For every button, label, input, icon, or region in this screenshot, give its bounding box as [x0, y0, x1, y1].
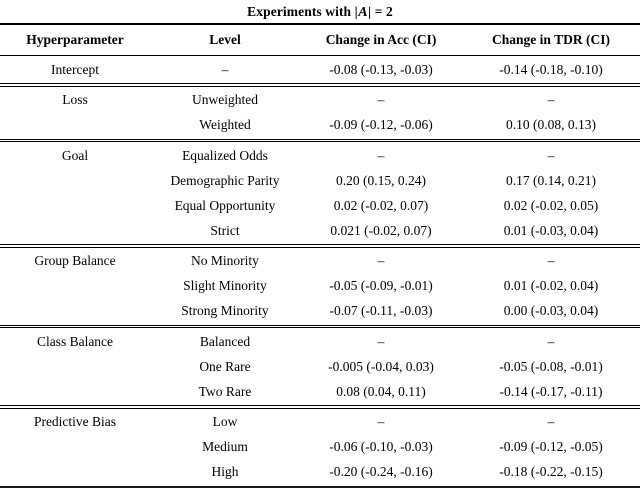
- column-header-hyperparameter: Hyperparameter: [26, 32, 124, 47]
- header-rule: [0, 55, 640, 56]
- section-intercept: Intercept – -0.08 (-0.13, -0.03) -0.14 (-0.…: [0, 56, 640, 83]
- cell-acc: –: [377, 147, 385, 163]
- script-a-symbol: A: [358, 5, 368, 20]
- cell-tdr: -0.14 (-0.17, -0.11): [499, 383, 603, 399]
- cardinality-bar-open: |: [354, 4, 358, 19]
- cell-level: –: [221, 61, 229, 77]
- cell-acc: -0.06 (-0.10, -0.03): [329, 439, 433, 454]
- table-row: High -0.20 (-0.24, -0.16) -0.18 (-0.22, -0…: [0, 460, 640, 485]
- cell-acc: –: [377, 333, 385, 349]
- cell-tdr: –: [547, 92, 555, 107]
- table-row: Weighted -0.09 (-0.12, -0.06) 0.10 (0.08, …: [0, 113, 640, 138]
- cell-acc: -0.07 (-0.11, -0.03): [329, 303, 433, 318]
- section-class-balance: Class Balance Balanced – – One Rare -0.005 (-…: [0, 328, 640, 405]
- cell-acc: 0.08 (0.04, 0.11): [336, 383, 426, 399]
- column-header-level: Level: [209, 32, 241, 47]
- cell-level: High: [211, 464, 239, 479]
- column-header-change-in-tdr: Change in TDR (CI): [492, 32, 610, 47]
- table-row: Medium -0.06 (-0.10, -0.03) -0.09 (-0.12, …: [0, 435, 640, 460]
- cell-level: Medium: [202, 439, 248, 454]
- cell-tdr: -0.18 (-0.22, -0.15): [499, 464, 603, 479]
- section-divider: [0, 138, 640, 142]
- cell-level: Equal Opportunity: [174, 197, 276, 213]
- cell-level: No Minority: [191, 253, 259, 268]
- cell-acc: -0.09 (-0.12, -0.06): [329, 117, 433, 132]
- top-rule: [0, 23, 640, 25]
- column-header-change-in-acc: Change in Acc (CI): [325, 32, 437, 47]
- section-divider: [0, 324, 640, 328]
- cell-acc: 0.20 (0.15, 0.24): [336, 172, 426, 188]
- cell-hyperparameter: Predictive Bias: [33, 414, 117, 429]
- table-body: Intercept – -0.08 (-0.13, -0.03) -0.14 (-0.…: [0, 56, 640, 488]
- section-divider: [0, 244, 640, 248]
- table-row: Loss Unweighted – –: [0, 88, 640, 113]
- cell-acc: –: [377, 92, 385, 107]
- cell-acc: –: [377, 414, 385, 429]
- cell-level: Equalized Odds: [182, 147, 268, 163]
- cell-level: Balanced: [199, 333, 251, 349]
- cell-tdr: –: [547, 147, 555, 163]
- table-row: Strong Minority -0.07 (-0.11, -0.03) 0.00 …: [0, 299, 640, 324]
- section-group-balance: Group Balance No Minority – – Slight Minorit…: [0, 248, 640, 325]
- title-prefix: Experiments with: [247, 4, 355, 19]
- cell-level: Two Rare: [198, 383, 252, 399]
- section-divider: [0, 83, 640, 87]
- table-row: Predictive Bias Low – –: [0, 410, 640, 435]
- cell-level: Slight Minority: [183, 278, 267, 293]
- table-row: Group Balance No Minority – –: [0, 249, 640, 274]
- cell-hyperparameter: Goal: [61, 147, 89, 163]
- cell-hyperparameter: Class Balance: [36, 333, 114, 349]
- table-row: One Rare -0.005 (-0.04, 0.03) -0.05 (-0.08…: [0, 354, 640, 379]
- section-predictive-bias: Predictive Bias Low – – Medium -0.06 (-0.10, …: [0, 409, 640, 486]
- cell-acc: -0.005 (-0.04, 0.03): [328, 358, 434, 374]
- cell-acc: -0.05 (-0.09, -0.01): [329, 278, 433, 293]
- bottom-rule: [0, 485, 640, 488]
- cell-tdr: 0.00 (-0.03, 0.04): [503, 303, 599, 318]
- cell-level: One Rare: [199, 358, 251, 374]
- cell-tdr: -0.14 (-0.18, -0.10): [499, 61, 603, 77]
- cell-tdr: 0.10 (0.08, 0.13): [506, 117, 596, 132]
- cell-level: Strict: [210, 222, 240, 238]
- table-row: Strict 0.021 (-0.02, 0.07) 0.01 (-0.03, 0.…: [0, 218, 640, 243]
- cell-level: Demographic Parity: [170, 172, 280, 188]
- cell-level: Strong Minority: [181, 303, 269, 318]
- table-title: Experiments with |A| = 2: [0, 3, 640, 21]
- table-row: Slight Minority -0.05 (-0.09, -0.01) 0.01 …: [0, 274, 640, 299]
- cell-tdr: 0.02 (-0.02, 0.05): [503, 197, 599, 213]
- cell-acc: -0.20 (-0.24, -0.16): [329, 464, 433, 479]
- cell-acc: 0.02 (-0.02, 0.07): [333, 197, 429, 213]
- table-row: Goal Equalized Odds – –: [0, 143, 640, 168]
- table-row: Equal Opportunity 0.02 (-0.02, 0.07) 0.02 …: [0, 193, 640, 218]
- cell-tdr: –: [547, 333, 555, 349]
- cell-level: Low: [212, 414, 238, 429]
- section-loss: Loss Unweighted – – Weighted -0.09 (-0.12, -0…: [0, 87, 640, 139]
- cell-hyperparameter: Loss: [62, 92, 88, 107]
- cell-acc: 0.021 (-0.02, 0.07): [330, 222, 432, 238]
- section-divider: [0, 405, 640, 409]
- table-row: Demographic Parity 0.20 (0.15, 0.24) 0.17 …: [0, 168, 640, 193]
- cell-tdr: 0.01 (-0.03, 0.04): [503, 222, 599, 238]
- cell-hyperparameter: Intercept: [51, 61, 99, 77]
- cell-tdr: -0.09 (-0.12, -0.05): [499, 439, 603, 454]
- cell-tdr: –: [547, 253, 555, 268]
- cell-tdr: -0.05 (-0.08, -0.01): [499, 358, 603, 374]
- section-goal: Goal Equalized Odds – – Demographic Parity 0.…: [0, 142, 640, 244]
- cell-tdr: –: [547, 414, 555, 429]
- cell-level: Weighted: [199, 117, 251, 132]
- cell-level: Unweighted: [192, 92, 258, 107]
- table-row: Class Balance Balanced – –: [0, 329, 640, 354]
- cell-hyperparameter: Group Balance: [34, 253, 116, 268]
- table-row: Two Rare 0.08 (0.04, 0.11) -0.14 (-0.17, -…: [0, 379, 640, 404]
- table-header-row: Hyperparameter Level Change in Acc (CI) …: [0, 25, 640, 55]
- cell-acc: -0.08 (-0.13, -0.03): [329, 61, 433, 77]
- cell-tdr: 0.17 (0.14, 0.21): [506, 172, 596, 188]
- title-suffix: = 2: [371, 4, 393, 19]
- cell-acc: –: [377, 253, 385, 268]
- cardinality-bar-close: |: [368, 4, 372, 19]
- table-row: Intercept – -0.08 (-0.13, -0.03) -0.14 (-0.…: [0, 57, 640, 82]
- cell-tdr: 0.01 (-0.02, 0.04): [503, 278, 599, 293]
